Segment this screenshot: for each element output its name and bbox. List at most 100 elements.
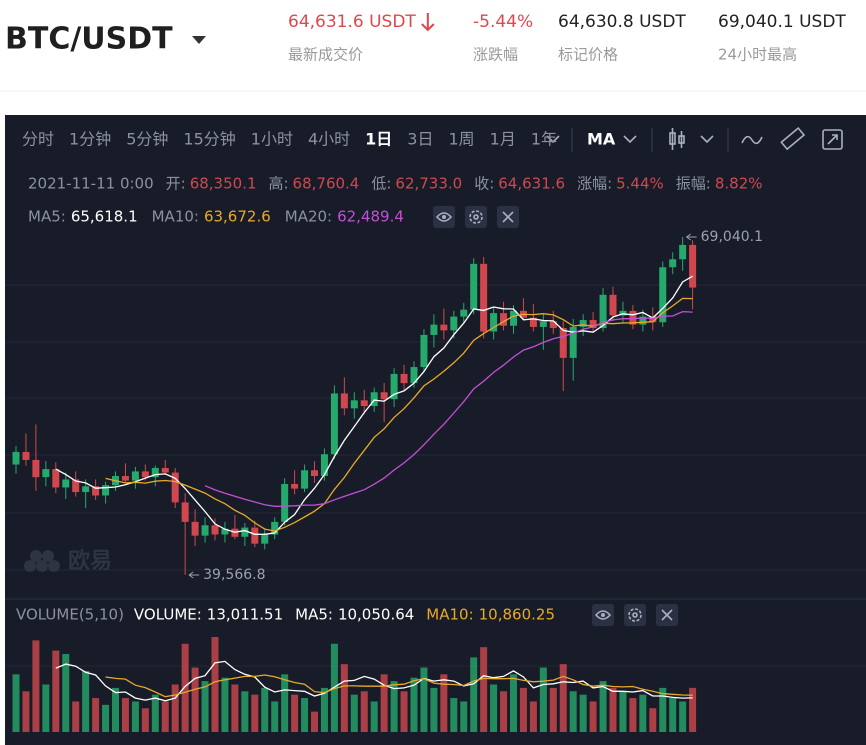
candle-body bbox=[201, 525, 209, 536]
stat-value: -5.44% bbox=[473, 12, 533, 32]
info-date: 2021-11-11 0:00 bbox=[28, 175, 154, 193]
settings-button[interactable] bbox=[465, 206, 487, 228]
interval-dropdown[interactable] bbox=[546, 135, 560, 144]
candle-body bbox=[619, 310, 627, 316]
info-label: 高: bbox=[268, 175, 288, 193]
stat-value: 64,631.6 USDT bbox=[288, 12, 416, 32]
candle-body bbox=[689, 244, 697, 288]
watermark: 欧易 bbox=[68, 548, 112, 574]
candle-body bbox=[42, 469, 50, 478]
settings-button[interactable] bbox=[624, 604, 646, 626]
volume-bar bbox=[350, 694, 358, 732]
candle-body bbox=[32, 459, 40, 478]
volume-bar bbox=[519, 687, 527, 732]
candle-body bbox=[62, 479, 70, 488]
volume-bar bbox=[659, 687, 667, 732]
volume-ma-line bbox=[105, 674, 693, 698]
candle-body bbox=[609, 294, 617, 316]
candle-body bbox=[12, 451, 20, 465]
volume-bar bbox=[390, 681, 398, 732]
volume-bar bbox=[559, 664, 567, 732]
candle-body bbox=[360, 400, 368, 407]
interval-tab[interactable]: 1日 bbox=[365, 130, 392, 149]
ma-legend-value: 65,618.1 bbox=[71, 208, 138, 226]
info-value: 68,350.1 bbox=[190, 175, 257, 193]
candle-body bbox=[470, 263, 478, 310]
candle-body bbox=[340, 393, 348, 409]
volume-bar bbox=[291, 694, 299, 732]
candle-body bbox=[211, 525, 219, 535]
candle-body bbox=[450, 316, 458, 331]
interval-tab[interactable]: 4小时 bbox=[308, 130, 350, 149]
candle-body bbox=[92, 486, 100, 496]
candle-body bbox=[410, 367, 418, 384]
candle-body bbox=[151, 467, 159, 478]
candle-body bbox=[460, 309, 468, 317]
candle-body bbox=[400, 373, 408, 384]
candle-body bbox=[171, 472, 179, 503]
candle-body bbox=[251, 527, 259, 544]
candle-body bbox=[629, 310, 637, 325]
candle-body bbox=[569, 326, 577, 358]
interval-tab[interactable]: 1周 bbox=[448, 130, 474, 149]
ma-legend-label: MA5: bbox=[28, 208, 66, 226]
candle-body bbox=[579, 320, 587, 327]
stat-label: 标记价格 bbox=[558, 46, 618, 64]
stat-label: 24小时最高 bbox=[718, 46, 797, 64]
volume-legend-value: 13,011.51 bbox=[207, 606, 283, 624]
volume-bar bbox=[112, 687, 119, 732]
interval-tab[interactable]: 3日 bbox=[407, 130, 433, 149]
candle-body bbox=[320, 454, 328, 476]
info-label: 开: bbox=[166, 175, 186, 193]
info-label: 涨幅: bbox=[577, 175, 612, 193]
volume-bar bbox=[569, 691, 577, 732]
candle-type-icon[interactable] bbox=[669, 128, 685, 150]
toolbar-icons bbox=[546, 126, 843, 152]
pair-dropdown[interactable] bbox=[192, 36, 206, 44]
interval-tab[interactable]: 1月 bbox=[490, 130, 516, 149]
interval-tab[interactable]: 5分钟 bbox=[126, 130, 168, 149]
candle-body bbox=[72, 479, 80, 493]
chart-type-dropdown[interactable] bbox=[700, 135, 714, 144]
interval-tab[interactable]: 分时 bbox=[22, 130, 54, 149]
candle-body bbox=[52, 469, 60, 488]
candle-body bbox=[350, 400, 358, 409]
volume-bar bbox=[271, 701, 279, 732]
interval-tab[interactable]: 1年 bbox=[531, 130, 557, 149]
volume-bar bbox=[221, 677, 229, 732]
candle-body bbox=[430, 324, 438, 335]
ruler-icon[interactable] bbox=[780, 126, 806, 151]
volume-bar bbox=[529, 701, 537, 732]
info-label: 低: bbox=[371, 175, 391, 193]
candle-body bbox=[539, 321, 547, 327]
volume-bar bbox=[261, 687, 269, 732]
indicator-button[interactable]: MA bbox=[587, 130, 616, 149]
candle-body bbox=[221, 528, 229, 535]
info-label: 收: bbox=[474, 175, 494, 193]
volume-bar bbox=[320, 687, 328, 732]
candle-body bbox=[261, 534, 269, 544]
info-label: 振幅: bbox=[676, 175, 711, 193]
volume-bar bbox=[410, 677, 418, 732]
volume-bar bbox=[340, 664, 348, 732]
interval-tab[interactable]: 1分钟 bbox=[69, 130, 111, 149]
volume-bar bbox=[599, 681, 607, 732]
candle-body bbox=[131, 471, 139, 481]
volume-bar bbox=[480, 647, 488, 732]
gear-center bbox=[632, 612, 638, 618]
indicator-dropdown[interactable] bbox=[623, 135, 637, 144]
fullscreen-icon[interactable] bbox=[822, 129, 843, 150]
volume-bar bbox=[201, 681, 209, 732]
volume-bar bbox=[679, 701, 687, 732]
candle-body bbox=[599, 294, 607, 329]
interval-tab[interactable]: 1小时 bbox=[251, 130, 293, 149]
volume-bar bbox=[151, 694, 159, 732]
interval-tab[interactable]: 15分钟 bbox=[183, 130, 235, 149]
line-tool-icon[interactable] bbox=[741, 135, 763, 145]
volume-bar bbox=[669, 698, 677, 732]
volume-ma-label: MA5: bbox=[295, 606, 333, 624]
volume-ma-value: 10,860.25 bbox=[479, 606, 555, 624]
volume-bar bbox=[311, 711, 318, 732]
pair-title[interactable]: BTC/USDT bbox=[5, 22, 173, 57]
